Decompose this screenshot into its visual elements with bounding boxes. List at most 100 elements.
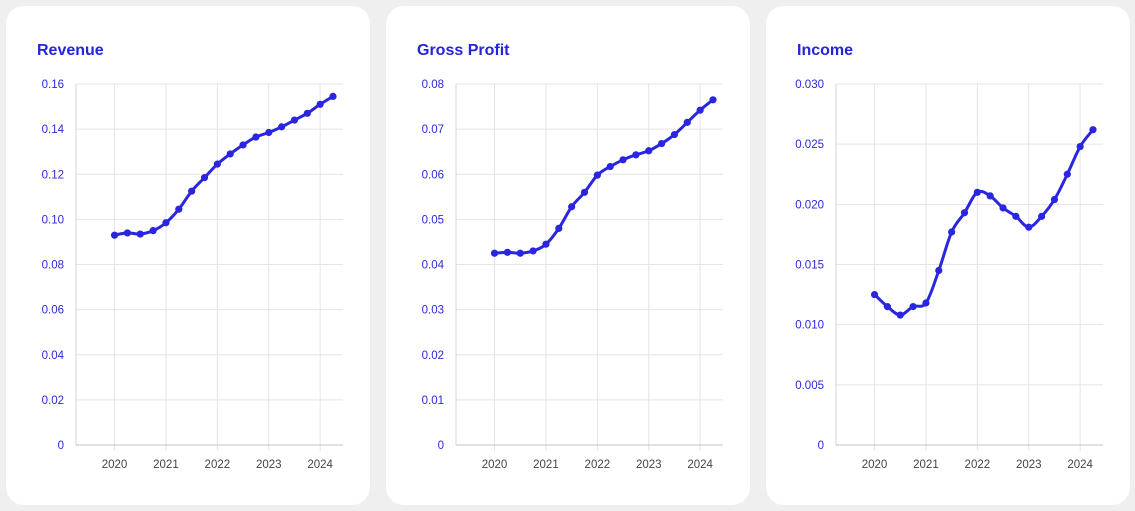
income-data-point[interactable] xyxy=(883,303,891,311)
revenue-y-tick-label: 0.10 xyxy=(42,214,64,226)
revenue-data-point[interactable] xyxy=(213,160,221,168)
income-y-tick-label: 0.030 xyxy=(795,79,824,91)
revenue-data-point[interactable] xyxy=(188,187,196,195)
gross-profit-data-point[interactable] xyxy=(555,224,563,232)
income-x-tick-label: 2020 xyxy=(862,459,888,471)
gross-profit-y-tick-label: 0.06 xyxy=(422,169,444,181)
revenue-y-tick-label: 0.06 xyxy=(42,305,64,317)
income-data-point[interactable] xyxy=(1050,195,1059,204)
income-x-tick-label: 2022 xyxy=(965,459,991,471)
gross-profit-data-point[interactable] xyxy=(490,249,499,257)
revenue-x-tick-label: 2023 xyxy=(256,459,282,471)
income-y-tick-label: 0 xyxy=(818,440,824,452)
income-data-point[interactable] xyxy=(909,303,917,311)
revenue-x-tick-label: 2021 xyxy=(153,459,179,471)
gross-profit-data-point[interactable] xyxy=(696,106,704,114)
gross-profit-data-point[interactable] xyxy=(632,151,640,159)
revenue-y-tick-label: 0.08 xyxy=(42,260,64,272)
income-data-point[interactable] xyxy=(1025,223,1033,231)
gross-profit-data-point[interactable] xyxy=(542,240,550,248)
gross-profit-chart-card: Gross Profit 0 0.01 0.02 0.03 0.04 0.05 0.06 0.… xyxy=(386,6,750,505)
gross-profit-x-tick-label: 2023 xyxy=(636,459,662,471)
gross-profit-data-point[interactable] xyxy=(658,139,666,148)
gross-profit-data-point[interactable] xyxy=(529,247,537,255)
income-data-point[interactable] xyxy=(948,228,956,236)
gross-profit-y-tick-label: 0.08 xyxy=(422,79,444,91)
revenue-data-point[interactable] xyxy=(200,174,209,182)
revenue-data-point[interactable] xyxy=(110,231,119,239)
revenue-line-chart: 0 0.02 0.04 0.06 0.08 0.10 0.12 0.14 0.16 2020 202… xyxy=(42,79,343,471)
revenue-data-point[interactable] xyxy=(265,128,273,137)
gross-profit-y-tick-label: 0.02 xyxy=(422,350,444,362)
income-data-point[interactable] xyxy=(1063,170,1071,178)
revenue-data-point[interactable] xyxy=(316,100,324,108)
income-data-point[interactable] xyxy=(986,192,994,200)
gross-profit-y-tick-label: 0.07 xyxy=(422,124,444,136)
revenue-y-tick-label: 0.16 xyxy=(42,79,64,91)
revenue-x-tick-label: 2022 xyxy=(205,459,231,471)
income-data-point[interactable] xyxy=(1076,142,1084,151)
gross-profit-y-tick-label: 0.03 xyxy=(422,305,444,317)
revenue-data-point[interactable] xyxy=(252,133,260,141)
gross-profit-data-point[interactable] xyxy=(503,248,511,256)
gross-profit-x-tick-label: 2024 xyxy=(687,459,713,471)
income-data-point[interactable] xyxy=(922,299,930,307)
gross-profit-data-point[interactable] xyxy=(645,147,653,155)
gross-profit-data-point[interactable] xyxy=(580,188,589,196)
income-data-point[interactable] xyxy=(935,266,943,275)
revenue-y-tick-label: 0 xyxy=(58,440,64,452)
income-data-point[interactable] xyxy=(1089,126,1097,134)
income-series-line xyxy=(873,128,1095,317)
gross-profit-data-point[interactable] xyxy=(593,171,601,179)
income-data-point[interactable] xyxy=(1038,212,1046,220)
revenue-data-point[interactable] xyxy=(123,229,131,237)
income-data-point[interactable] xyxy=(999,204,1007,212)
income-chart-title: Income xyxy=(797,42,854,59)
revenue-y-tick-label: 0.14 xyxy=(42,124,65,136)
revenue-data-point[interactable] xyxy=(175,205,183,213)
revenue-data-point[interactable] xyxy=(329,92,337,101)
income-data-point[interactable] xyxy=(960,209,969,217)
income-y-tick-label: 0.020 xyxy=(795,199,824,211)
income-data-point[interactable] xyxy=(896,311,904,319)
income-data-point[interactable] xyxy=(973,188,981,196)
revenue-data-point[interactable] xyxy=(149,227,157,235)
income-x-tick-label: 2024 xyxy=(1067,459,1093,471)
revenue-y-tick-label: 0.04 xyxy=(42,350,65,362)
revenue-data-point[interactable] xyxy=(290,116,299,124)
gross-profit-grid xyxy=(456,83,723,451)
revenue-grid xyxy=(76,83,343,451)
income-y-tick-label: 0.005 xyxy=(795,380,824,392)
gross-profit-x-tick-label: 2021 xyxy=(533,459,559,471)
revenue-data-point[interactable] xyxy=(136,230,144,238)
income-x-tick-label: 2023 xyxy=(1016,459,1042,471)
income-y-tick-label: 0.010 xyxy=(795,320,824,332)
income-line-chart: 0 0.005 0.010 0.015 0.020 0.025 0.030 2020 2021 2… xyxy=(795,79,1103,471)
gross-profit-data-point[interactable] xyxy=(709,96,717,104)
revenue-data-point[interactable] xyxy=(278,123,286,131)
revenue-series-line xyxy=(113,94,335,237)
income-y-tick-label: 0.015 xyxy=(795,260,824,272)
gross-profit-data-point[interactable] xyxy=(516,249,524,257)
revenue-data-point[interactable] xyxy=(303,109,311,117)
gross-profit-x-tick-label: 2022 xyxy=(585,459,611,471)
gross-profit-line-chart: 0 0.01 0.02 0.03 0.04 0.05 0.06 0.07 0.08 2020 202… xyxy=(422,79,723,471)
gross-profit-data-point[interactable] xyxy=(670,130,679,139)
revenue-chart-title: Revenue xyxy=(37,42,104,59)
income-chart-card: Income 0 0.005 0.010 0.015 0.020 0.025 0.030 20… xyxy=(766,6,1130,505)
income-grid xyxy=(836,83,1103,451)
revenue-data-point[interactable] xyxy=(239,141,247,149)
gross-profit-data-point[interactable] xyxy=(568,203,576,211)
gross-profit-data-point[interactable] xyxy=(619,156,627,164)
gross-profit-chart-title: Gross Profit xyxy=(417,42,510,59)
revenue-data-point[interactable] xyxy=(162,219,170,227)
revenue-x-tick-label: 2024 xyxy=(307,459,333,471)
revenue-data-point[interactable] xyxy=(226,150,234,158)
income-data-point[interactable] xyxy=(1012,212,1020,220)
gross-profit-data-point[interactable] xyxy=(606,162,614,171)
gross-profit-y-tick-label: 0.04 xyxy=(422,260,445,272)
gross-profit-data-point[interactable] xyxy=(683,118,691,126)
income-data-point[interactable] xyxy=(870,290,879,299)
revenue-chart-card: Revenue 0 0.02 0.04 0.06 0.08 0.10 0.12 0.14 0.1… xyxy=(6,6,370,505)
